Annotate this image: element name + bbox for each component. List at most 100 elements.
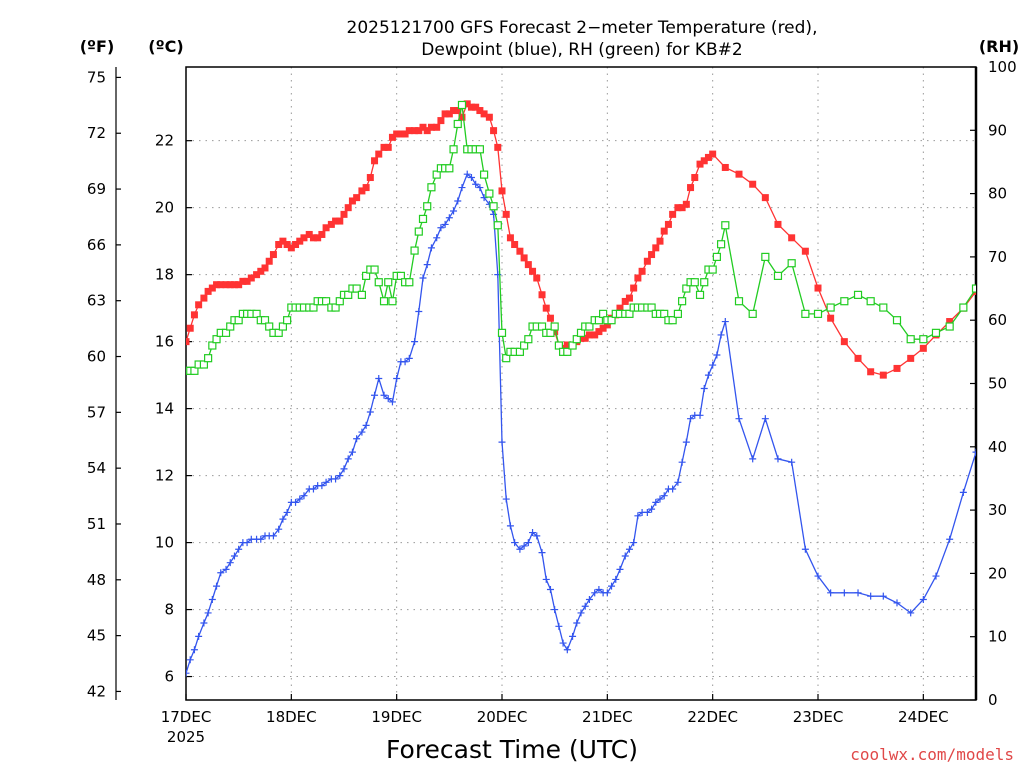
rh-point bbox=[453, 119, 462, 129]
dewpoint-point bbox=[879, 592, 887, 600]
dewpoint-point bbox=[388, 398, 396, 406]
dewpoint-point bbox=[687, 415, 695, 423]
rh-point bbox=[748, 309, 757, 318]
dewpoint-point bbox=[660, 492, 668, 500]
rh-point bbox=[479, 170, 489, 179]
rh-point bbox=[695, 290, 705, 299]
dewpoint-point bbox=[867, 592, 875, 600]
rh-point bbox=[384, 278, 393, 287]
rh-point bbox=[773, 271, 783, 280]
chart-title-line2: Dewpoint (blue), RH (green) for KB#2 bbox=[421, 40, 742, 60]
dewpoint-point bbox=[195, 632, 203, 640]
dewpoint-point bbox=[230, 552, 238, 560]
dewpoint-point bbox=[300, 492, 308, 500]
rh-point bbox=[274, 328, 283, 337]
rh-point bbox=[572, 335, 581, 344]
temperature-point bbox=[516, 247, 524, 255]
dewpoint-point bbox=[577, 609, 585, 617]
dewpoint-point bbox=[411, 338, 419, 346]
dewpoint-point bbox=[458, 184, 466, 192]
rh-point bbox=[673, 309, 683, 318]
temperature-point bbox=[253, 271, 261, 279]
temperature-point bbox=[353, 194, 361, 202]
temperature-point bbox=[222, 281, 230, 289]
temperature-point bbox=[761, 194, 769, 202]
dewpoint-point bbox=[243, 539, 251, 547]
dewpoint-point bbox=[384, 395, 392, 403]
dewpoint-point bbox=[375, 374, 383, 382]
dewpoint-point bbox=[761, 415, 769, 423]
temperature-point bbox=[621, 297, 629, 305]
temperature-point bbox=[867, 368, 875, 376]
rh-point bbox=[226, 322, 235, 331]
temperature-point bbox=[358, 187, 366, 195]
temperature-point bbox=[419, 123, 427, 131]
rh-tick-label: 0 bbox=[988, 691, 998, 709]
celsius-tick-label: 8 bbox=[164, 601, 174, 619]
temperature-point bbox=[340, 210, 348, 218]
dewpoint-point bbox=[502, 495, 510, 503]
temperature-point bbox=[616, 304, 624, 312]
rh-point bbox=[357, 290, 367, 299]
temperature-point bbox=[380, 143, 388, 151]
rh-point bbox=[260, 316, 270, 325]
dewpoint-point bbox=[717, 331, 725, 339]
temperature-point bbox=[384, 143, 392, 151]
fahrenheit-tick-label: 69 bbox=[87, 180, 106, 198]
dewpoint-point bbox=[463, 170, 471, 178]
rh-point bbox=[853, 290, 863, 299]
fahrenheit-tick-label: 48 bbox=[87, 571, 106, 589]
temperature-point bbox=[318, 230, 326, 238]
temperature-point bbox=[309, 234, 317, 242]
temperature-point bbox=[735, 170, 743, 178]
temperature-point bbox=[691, 174, 699, 182]
dewpoint-point bbox=[700, 385, 708, 393]
rh-point bbox=[388, 297, 397, 306]
temperature-point bbox=[854, 354, 862, 362]
rh-point bbox=[682, 284, 691, 293]
temperature-point bbox=[257, 267, 265, 275]
rh-point bbox=[554, 341, 563, 350]
x-tick-label: 20DEC bbox=[477, 708, 528, 726]
rh-unit-label: (RH) bbox=[979, 37, 1019, 56]
dewpoint-point bbox=[419, 274, 427, 282]
rh-tick-label: 50 bbox=[988, 375, 1007, 393]
temperature-series bbox=[186, 100, 976, 379]
plot-frame bbox=[185, 66, 977, 701]
temperature-point bbox=[581, 334, 589, 342]
temperature-point bbox=[721, 163, 729, 171]
temperature-point bbox=[186, 324, 194, 332]
temperature-point bbox=[463, 100, 471, 108]
dewpoint-point bbox=[275, 525, 283, 533]
dewpoint-point bbox=[292, 498, 300, 506]
dewpoint-point bbox=[581, 602, 589, 610]
celsius-tick-label: 10 bbox=[155, 534, 174, 552]
temperature-point bbox=[595, 328, 603, 336]
temperature-point bbox=[664, 220, 672, 228]
dewpoint-point bbox=[226, 559, 234, 567]
temperature-point bbox=[533, 274, 541, 282]
rh-point bbox=[252, 309, 261, 318]
dewpoint-line bbox=[186, 173, 976, 674]
dewpoint-point bbox=[529, 529, 537, 537]
rh-point bbox=[576, 328, 586, 337]
rh-point bbox=[594, 316, 604, 325]
dewpoint-point bbox=[840, 589, 848, 597]
fahrenheit-tick-label: 42 bbox=[87, 682, 106, 700]
rh-point bbox=[278, 322, 288, 331]
dewpoint-point bbox=[542, 575, 550, 583]
dewpoint-point bbox=[450, 207, 458, 215]
rh-tick-label: 90 bbox=[988, 121, 1007, 139]
rh-point bbox=[221, 328, 231, 337]
chart-title-line1: 2025121700 GFS Forecast 2−meter Temperat… bbox=[347, 18, 818, 38]
temperature-point bbox=[603, 321, 611, 329]
rh-point bbox=[370, 265, 379, 274]
dewpoint-point bbox=[612, 575, 620, 583]
rh-point bbox=[396, 271, 405, 280]
dewpoint-point bbox=[362, 421, 370, 429]
dewpoint-point bbox=[735, 415, 743, 423]
temperature-point bbox=[411, 127, 419, 135]
dewpoint-point bbox=[616, 565, 624, 573]
rh-point bbox=[787, 259, 796, 268]
dewpoint-point bbox=[946, 535, 954, 543]
